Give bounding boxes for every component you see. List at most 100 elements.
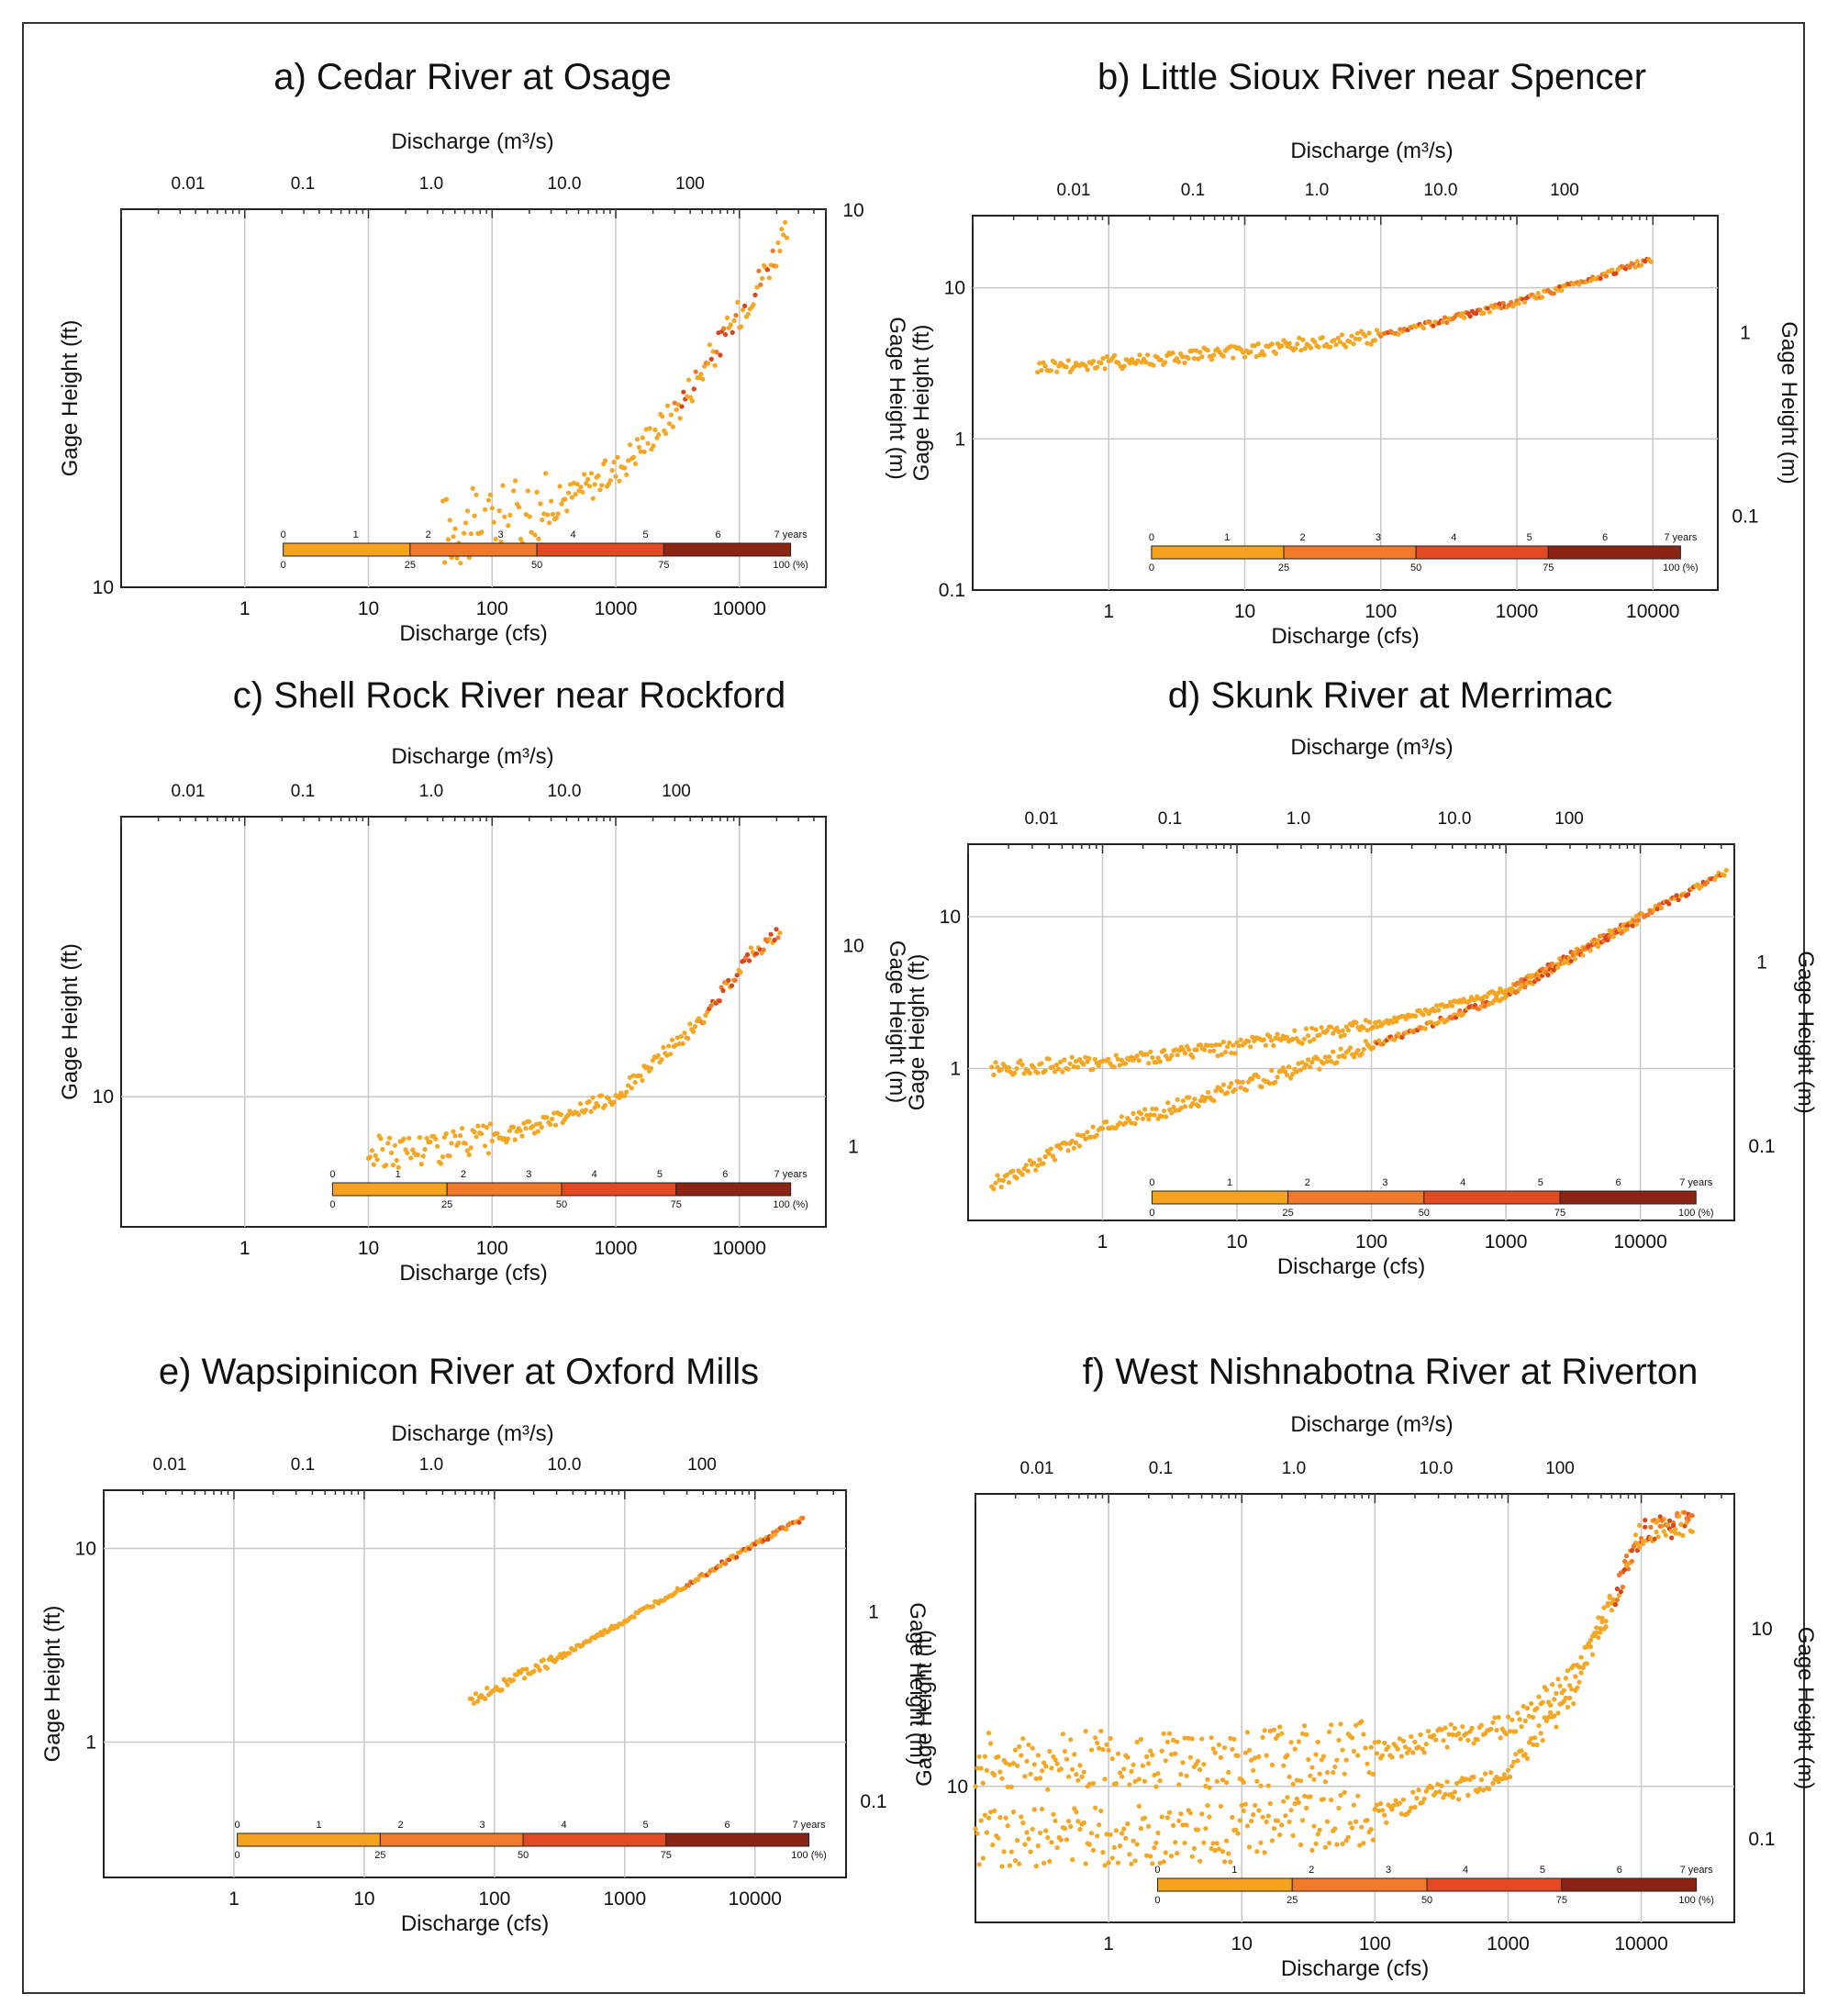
data-point [622,465,628,471]
data-point [1490,1720,1496,1725]
data-point [1498,306,1504,311]
data-point [1444,1779,1450,1785]
data-point [1416,1744,1421,1750]
data-point [701,1019,707,1025]
data-point [408,1155,414,1161]
data-point [615,454,620,460]
colorbar-year-label: 6 [1615,1177,1621,1188]
data-point [1336,1805,1342,1811]
x-tick-label: 10000 [729,1888,782,1910]
data-point [569,495,575,500]
data-point [544,1115,550,1120]
data-point [1120,1831,1125,1836]
data-point [433,1136,439,1142]
data-point [1620,1584,1625,1590]
data-point [1237,1818,1242,1823]
data-point [1111,1064,1117,1070]
data-point [1308,1794,1313,1799]
data-point [1173,1840,1178,1845]
data-point [1368,1744,1374,1750]
data-point [1285,1753,1290,1758]
data-point [656,432,662,438]
data-point [1192,1097,1198,1102]
data-point [1444,1744,1450,1750]
data-point [1399,1034,1405,1040]
data-point [1178,1772,1184,1777]
data-point [369,1148,374,1153]
x-tick-label: 10 [1234,601,1255,622]
data-point [380,1146,385,1153]
data-point [1033,1864,1039,1869]
colorbar-segment [522,1832,667,1847]
data-point [1255,341,1261,347]
x-axis-label: Discharge (cfs) [399,621,547,646]
chart-panel-f: f) West Nishnabotna River at RivertonDis… [912,1352,1818,1981]
data-point [475,1123,481,1129]
x2-axis-label: Discharge (m³/s) [391,129,553,154]
data-point [537,1667,542,1673]
data-point [1420,326,1426,331]
data-point [373,1153,378,1158]
data-point [1540,1738,1545,1743]
colorbar-year-label: 6 [1602,532,1608,543]
data-point [506,1136,511,1142]
colorbar-segment [665,1832,810,1847]
data-point [611,1099,617,1105]
data-point [1159,1814,1164,1820]
data-point [1199,354,1205,360]
data-point [1267,1800,1273,1807]
data-point [1596,1635,1601,1641]
x-axis-label: Discharge (cfs) [399,1261,547,1286]
data-point [973,1784,978,1789]
data-point [1571,1663,1576,1668]
data-point [1169,1053,1175,1058]
data-point [1198,1098,1203,1104]
data-point [1439,1783,1444,1788]
colorbar-segment [663,542,792,557]
data-point [489,506,495,511]
data-point [1157,1778,1163,1784]
data-point [1534,1742,1540,1748]
data-point [1465,1792,1471,1798]
data-point [1100,1747,1106,1753]
y-tick-label: 10 [93,1086,114,1108]
data-point [1543,1687,1549,1693]
data-point [998,1185,1004,1190]
data-point [1252,343,1257,349]
colorbar-year-label: 4 [592,1169,597,1180]
data-point [550,511,556,518]
x2-tick-label: 1.0 [419,1455,443,1475]
data-point [738,969,743,975]
y-tick-label: 10 [93,577,114,598]
data-point [1625,1561,1632,1566]
data-point [1409,1805,1414,1810]
data-point [672,400,677,406]
plot-area [120,208,827,588]
data-point [1340,1841,1345,1846]
data-point [774,927,779,932]
data-point [984,1767,989,1773]
data-point [1531,1714,1536,1721]
x-tick-label: 10 [358,598,379,619]
data-point [1194,348,1199,353]
data-point [1228,1859,1233,1865]
data-point [485,497,492,503]
data-point [1656,902,1662,908]
data-point [1276,1818,1281,1823]
data-point [533,1121,540,1127]
data-point [1288,1740,1294,1745]
data-point [1456,1797,1462,1802]
data-point [1610,934,1616,940]
data-point [1242,1801,1248,1807]
data-point [1137,352,1142,358]
data-point [1231,355,1236,361]
colorbar-year-label: 1 [395,1169,401,1180]
data-point [1254,1778,1260,1784]
data-point [1400,1738,1406,1743]
data-point [1425,1729,1431,1734]
data-point [1298,1778,1304,1784]
data-point [1298,348,1304,353]
data-point [678,1034,684,1040]
data-point [1333,342,1339,348]
data-point [1515,1710,1521,1716]
